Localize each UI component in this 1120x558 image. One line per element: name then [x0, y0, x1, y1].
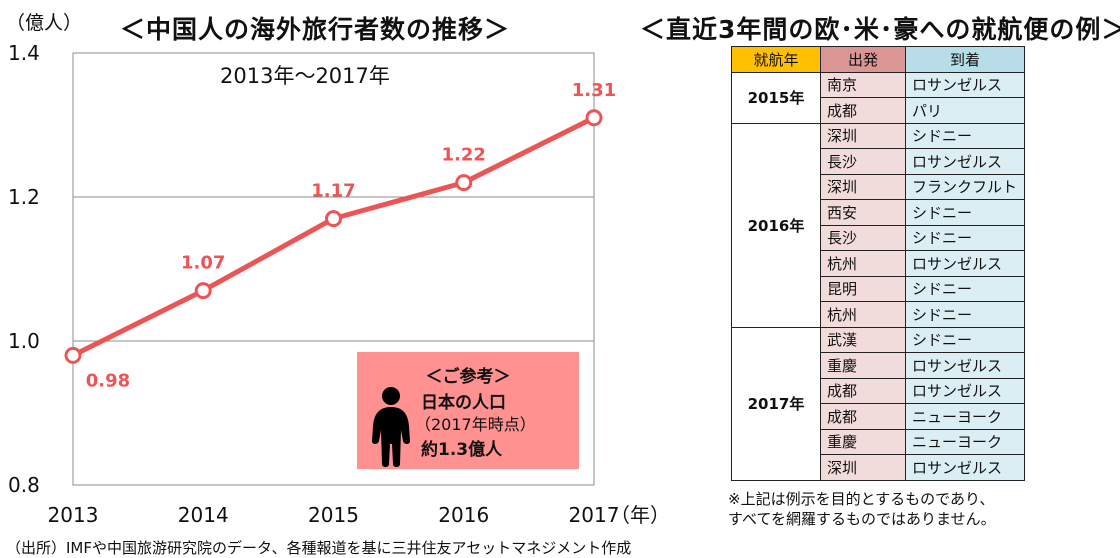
tick-label-layer: 0.8 1.0 1.2 1.4 2013 2014 2015 2016 2017（年） [8, 41, 670, 527]
data-label: 1.22 [442, 145, 486, 166]
origin-cell: 深圳 [820, 122, 906, 149]
table-row: 2015年 南京 ロサンゼルス [731, 71, 1025, 124]
reference-population-value: 約1.3億人 [421, 440, 503, 460]
y-tick-label: 1.2 [8, 185, 40, 209]
destination-cell: シドニー [905, 301, 1025, 328]
reference-date-label: （2017年時点） [415, 415, 536, 434]
origin-cell: 昆明 [820, 275, 906, 302]
year-cell: 2016年 [731, 122, 821, 328]
series-layer [64, 109, 603, 364]
destination-cell: シドニー [905, 122, 1025, 149]
origin-cell: 長沙 [820, 148, 906, 175]
x-axis-unit-label: （年） [610, 503, 670, 527]
table-row: 2017年 武漢 シドニー [731, 326, 1025, 481]
table-row: 昆明 シドニー [732, 275, 1025, 302]
table-row: 成都 パリ [732, 97, 1025, 124]
table-note: ※上記は例示を目的とするものであり、 すべてを網羅するものではありません。 [728, 489, 996, 529]
data-label: 1.07 [181, 253, 225, 274]
destination-cell: パリ [905, 97, 1025, 124]
data-label: 1.17 [311, 181, 355, 202]
origin-cell: 成都 [820, 403, 906, 430]
header-year: 就航年 [731, 46, 821, 73]
origin-cell: 深圳 [820, 454, 906, 481]
destination-cell: ニューヨーク [905, 428, 1025, 455]
x-tick-label: 2014 [178, 503, 229, 527]
origin-cell: 重慶 [820, 352, 906, 379]
table-row: 杭州 ロサンゼルス [732, 250, 1025, 277]
y-tick-label: 0.8 [8, 473, 40, 497]
table-row: 2016年 深圳 シドニー [731, 122, 1025, 328]
destination-cell: シドニー [905, 275, 1025, 302]
x-tick-label: 2016 [438, 503, 489, 527]
year-cell: 2017年 [731, 326, 821, 481]
origin-cell: 西安 [820, 199, 906, 226]
table-row: 長沙 シドニー [732, 224, 1025, 251]
x-tick-label: 2015 [308, 503, 359, 527]
table-row: 成都 ニューヨーク [732, 403, 1025, 430]
destination-cell: ロサンゼルス [905, 250, 1025, 277]
destination-cell: ロサンゼルス [905, 454, 1025, 481]
person-icon [372, 387, 410, 467]
table-row: 杭州 シドニー [732, 301, 1025, 328]
data-point [194, 282, 212, 300]
origin-cell: 重慶 [820, 428, 906, 455]
origin-cell: 成都 [820, 97, 906, 124]
reference-population-label: 日本の人口 [421, 393, 506, 413]
chart-subtitle: 2013年～2017年 [220, 64, 390, 88]
data-label: 1.31 [572, 80, 616, 101]
x-tick-label: 2013 [48, 503, 99, 527]
header-from: 出発 [820, 46, 906, 73]
data-point [585, 109, 603, 127]
grid-layer [72, 52, 595, 486]
destination-cell: ロサンゼルス [905, 352, 1025, 379]
y-tick-label: 1.4 [8, 41, 40, 65]
destination-cell: フランクフルト [905, 173, 1025, 200]
year-cell: 2015年 [731, 71, 821, 124]
table-row: 成都 ロサンゼルス [732, 377, 1025, 404]
data-point [325, 210, 342, 228]
reference-box: ＜ご参考＞ 日本の人口 （2017年時点） 約1.3億人 [357, 352, 579, 469]
reference-heading: ＜ご参考＞ [425, 367, 511, 387]
destination-cell: ロサンゼルス [905, 148, 1025, 175]
table-row: 深圳 ロサンゼルス [732, 454, 1025, 481]
source-note: （出所）IMFや中国旅游研究院のデータ、各種報道を基に三井住友アセットマネジメン… [6, 539, 632, 557]
destination-cell: シドニー [905, 224, 1025, 251]
origin-cell: 南京 [820, 71, 906, 98]
data-label-layer: 0.98 1.07 1.17 1.22 1.31 [86, 80, 616, 392]
data-point [64, 346, 82, 364]
data-label: 0.98 [86, 370, 130, 391]
y-tick-label: 1.0 [8, 329, 40, 353]
data-point [455, 174, 473, 192]
origin-cell: 武漢 [820, 326, 906, 353]
destination-cell: ロサンゼルス [905, 377, 1025, 404]
table-title: ＜直近3年間の欧･米･豪への就航便の例＞ [640, 15, 1120, 44]
destination-cell: ロサンゼルス [905, 71, 1025, 98]
table-row: 深圳 フランクフルト [732, 173, 1025, 200]
origin-cell: 杭州 [820, 301, 906, 328]
header-to: 到着 [905, 46, 1025, 73]
destination-cell: シドニー [905, 199, 1025, 226]
note-line-2: すべてを網羅するものではありません。 [728, 510, 996, 528]
plot-area-frame [72, 52, 595, 486]
flights-table: 就航年 出発 到着 2015年 南京 ロサンゼルス 成都 パリ 2016年 深圳 シドニー 長沙… [731, 46, 1025, 481]
x-tick-label: 2017 [569, 503, 620, 527]
chart-title: ＜中国人の海外旅行者数の推移＞ [120, 15, 511, 44]
table-row: 長沙 ロサンゼルス [732, 148, 1025, 175]
origin-cell: 成都 [820, 377, 906, 404]
table-row: 重慶 ニューヨーク [732, 428, 1025, 455]
table-header-row: 就航年 出発 到着 [731, 46, 1025, 73]
line-chart: 0.8 1.0 1.2 1.4 2013 2014 2015 2016 2017（年） 0.98… [8, 41, 670, 527]
y-axis-unit-label: （億人） [6, 12, 83, 34]
origin-cell: 長沙 [820, 224, 906, 251]
series-line [71, 115, 596, 358]
destination-cell: ニューヨーク [905, 403, 1025, 430]
origin-cell: 杭州 [820, 250, 906, 277]
destination-cell: シドニー [905, 326, 1025, 353]
note-line-1: ※上記は例示を目的とするものであり、 [728, 490, 995, 508]
origin-cell: 深圳 [820, 173, 906, 200]
